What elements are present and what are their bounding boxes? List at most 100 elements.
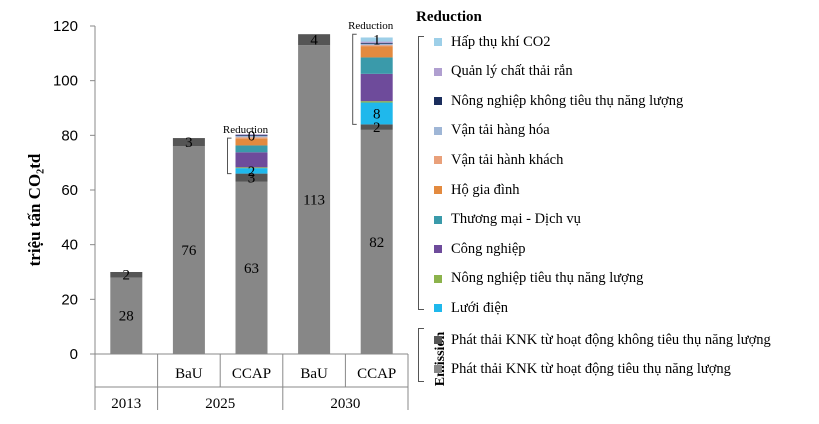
data-label: 2: [373, 120, 381, 136]
x-group-label: 2030: [330, 396, 360, 412]
data-label: 4: [310, 33, 318, 49]
reduction-brace: [418, 36, 424, 310]
bar-segment: [235, 168, 268, 174]
x-scenario-label: BaU: [175, 366, 203, 382]
legend-swatch: [434, 67, 442, 76]
x-scenario-label: CCAP: [357, 366, 396, 382]
bar-segment: [360, 41, 393, 43]
legend-label: Quản lý chất thải rắn: [451, 63, 573, 80]
y-tick-label: 100: [53, 73, 78, 90]
legend-label: Thương mại - Dịch vụ: [451, 211, 581, 228]
plot-area: 02040608010012028276363320113482281Reduc…: [53, 18, 409, 412]
data-label: 3: [248, 171, 256, 187]
legend-label: Công nghiệp: [451, 240, 526, 257]
legend-label: Phát thải KNK từ hoạt động không tiêu th…: [451, 331, 771, 348]
legend: Reduction Emission Hấp thụ khí CO2 Quản l…: [408, 8, 818, 408]
legend-swatch: [434, 215, 442, 224]
y-tick-label: 0: [70, 346, 78, 363]
bar-segment: [235, 137, 268, 139]
x-scenario-label: BaU: [300, 366, 328, 382]
legend-swatch: [434, 97, 442, 106]
legend-item: Hấp thụ khí CO2: [434, 32, 550, 52]
legend-swatch: [434, 156, 442, 165]
y-tick-label: 20: [61, 291, 78, 308]
data-label: 76: [181, 243, 197, 259]
bar-segment: [360, 46, 393, 58]
x-scenario-label: CCAP: [232, 366, 271, 382]
bar-segment: [360, 102, 393, 125]
legend-swatch: [434, 336, 442, 344]
bar-segment: [172, 146, 205, 354]
legend-item: Công nghiệp: [434, 239, 526, 259]
bar-segment: [360, 73, 393, 102]
stacked-bar-chart: triệu tấn CO₂td 020406080100120282763633…: [25, 18, 409, 412]
data-label: 2: [248, 164, 256, 180]
bar-segment: [360, 43, 393, 46]
bar-segment: [110, 272, 143, 278]
legend-label: Nông nghiệp không tiêu thụ năng lượng: [451, 92, 684, 109]
bar-segment: [235, 181, 268, 354]
legend-item: Quản lý chất thải rắn: [434, 62, 573, 82]
data-label: 82: [369, 235, 384, 251]
legend-label: Lưới điện: [451, 299, 509, 316]
legend-label: Hấp thụ khí CO2: [451, 33, 551, 50]
legend-item: Hộ gia đình: [434, 180, 519, 200]
legend-item: Phát thải KNK từ hoạt động tiêu thụ năng…: [434, 359, 731, 379]
reduction-bracket: [352, 33, 357, 125]
bar-segment: [235, 167, 268, 169]
bar-segment: [235, 173, 268, 182]
y-axis-label: triệu tấn CO₂td: [25, 153, 44, 266]
bar-segment: [360, 124, 393, 130]
y-tick-label: 40: [61, 237, 78, 254]
legend-swatch: [434, 274, 442, 283]
legend-swatch: [434, 245, 442, 254]
y-tick-label: 80: [61, 127, 78, 144]
bar-segment: [110, 277, 143, 354]
bar-segment: [298, 45, 331, 355]
reduction-bracket: [227, 137, 232, 175]
legend-item: Phát thải KNK từ hoạt động không tiêu th…: [434, 330, 771, 350]
y-tick-label: 60: [61, 182, 78, 199]
x-group-label: 2025: [205, 396, 235, 412]
legend-label: Phát thải KNK từ hoạt động tiêu thụ năng…: [451, 360, 731, 377]
data-label: 8: [373, 106, 381, 122]
bar-segment: [360, 45, 393, 47]
legend-swatch: [434, 126, 442, 135]
bar-segment: [360, 101, 393, 103]
legend-item: Vận tải hàng hóa: [434, 121, 550, 141]
legend-label: Vận tải hàng hóa: [451, 122, 550, 139]
legend-item: Vận tải hành khách: [434, 150, 563, 170]
bar-segment: [360, 129, 393, 354]
data-label: 0: [248, 128, 256, 144]
legend-swatch: [434, 304, 442, 313]
bar-segment: [172, 138, 205, 147]
legend-item: Lưới điện: [434, 298, 508, 318]
data-label: 28: [119, 309, 134, 325]
bar-segment: [298, 34, 331, 46]
x-group-label: 2013: [111, 396, 141, 412]
legend-item: Thương mại - Dịch vụ: [434, 210, 581, 230]
reduction-bracket-label: Reduction: [223, 124, 269, 136]
legend-item: Nông nghiệp không tiêu thụ năng lượng: [434, 91, 683, 111]
bar-segment: [360, 37, 393, 42]
bar-segment: [235, 134, 268, 136]
legend-item: Nông nghiệp tiêu thụ năng lượng: [434, 269, 643, 289]
legend-swatch: [434, 365, 442, 373]
bar-segment: [235, 135, 268, 136]
reduction-bracket-label: Reduction: [348, 20, 394, 32]
data-label: 113: [303, 193, 325, 209]
legend-swatch: [434, 186, 442, 194]
legend-label: Nông nghiệp tiêu thụ năng lượng: [451, 270, 644, 287]
bar-segment: [235, 138, 268, 146]
y-tick-label: 120: [53, 18, 78, 35]
bar-segment: [235, 135, 268, 138]
legend-swatch: [434, 38, 442, 46]
data-label: 3: [185, 135, 193, 151]
legend-title: Reduction: [416, 9, 482, 25]
data-label: 63: [244, 261, 259, 277]
bar-segment: [235, 152, 268, 168]
bar-segment: [235, 145, 268, 153]
emission-brace: [418, 328, 424, 382]
bar-segment: [360, 57, 393, 74]
bar-segment: [360, 42, 393, 44]
